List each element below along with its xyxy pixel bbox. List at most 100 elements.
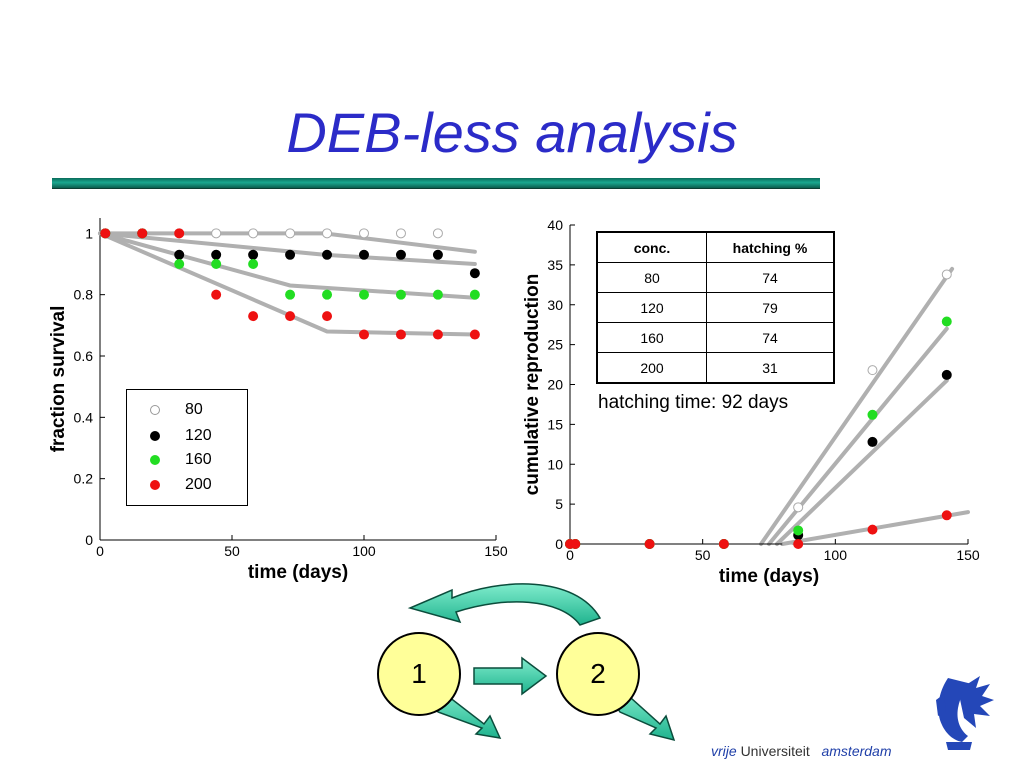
data-point-200 [644, 539, 655, 549]
y-tick-label: 0.4 [74, 409, 94, 425]
data-point-160 [285, 289, 296, 300]
table-row: 80 74 [596, 262, 835, 293]
node-2: 2 [556, 632, 640, 716]
data-point-80 [867, 365, 878, 376]
table-cell: 74 [706, 262, 835, 293]
data-point-80 [211, 228, 222, 239]
footer-amsterdam: amsterdam [821, 743, 892, 759]
x-tick-label: 0 [566, 547, 574, 563]
data-point-120 [867, 436, 878, 447]
red-dot-icon [150, 480, 160, 490]
data-point-200 [941, 510, 952, 521]
y-tick-label: 0.8 [74, 287, 94, 303]
table-header-row: conc. hatching % [596, 231, 835, 263]
data-point-160 [322, 289, 333, 300]
legend-label: 200 [185, 476, 212, 493]
right-arrow-icon [473, 656, 548, 696]
table-cell: 74 [706, 322, 835, 353]
x-axis-title: time (days) [248, 562, 348, 583]
legend-item-160: 160 [127, 449, 247, 473]
table-row: 200 31 [596, 352, 835, 384]
x-tick-label: 150 [484, 543, 508, 559]
data-point-80 [793, 502, 804, 513]
y-tick-label: 0.6 [74, 348, 94, 364]
y-tick-label: 1 [85, 225, 93, 241]
data-point-120 [359, 249, 369, 260]
x-tick-label: 150 [956, 547, 980, 563]
data-point-80 [285, 228, 296, 239]
data-point-200 [359, 329, 369, 340]
green-dot-icon [150, 455, 160, 465]
table-row: 120 79 [596, 292, 835, 323]
data-point-120 [432, 249, 443, 260]
data-point-160 [211, 259, 222, 269]
data-point-80 [432, 228, 443, 239]
x-tick-label: 50 [695, 547, 711, 563]
data-point-120 [395, 249, 406, 260]
data-point-120 [941, 369, 952, 380]
y-axis-title: cumulative reproduction [522, 274, 543, 496]
data-point-160 [867, 409, 878, 420]
data-point-120 [322, 249, 333, 260]
y-tick-label: 35 [547, 257, 563, 273]
data-point-200 [570, 539, 581, 549]
white-dot-icon [150, 405, 160, 415]
y-tick-label: 0 [85, 532, 93, 548]
curved-back-arrow-icon [407, 583, 602, 626]
y-tick-label: 10 [547, 456, 563, 472]
data-point-160 [941, 316, 952, 327]
data-point-200 [867, 524, 878, 535]
y-tick-label: 0 [555, 536, 563, 552]
survival-legend: 80 120 160 200 [126, 389, 248, 506]
legend-label: 160 [185, 451, 212, 468]
footer-vrije: vrije [711, 743, 737, 759]
legend-item-200: 200 [127, 474, 247, 498]
y-tick-label: 25 [547, 337, 563, 353]
fit-line [98, 231, 477, 300]
data-point-160 [248, 259, 259, 269]
y-tick-label: 30 [547, 297, 563, 313]
data-point-160 [469, 289, 480, 300]
table-cell: 80 [596, 262, 707, 293]
data-point-80 [322, 228, 333, 239]
black-dot-icon [150, 431, 160, 441]
data-point-80 [359, 228, 369, 239]
slide-title: DEB-less analysis [286, 101, 738, 164]
hatching-table: conc. hatching % 80 74 120 79 160 74 200… [596, 231, 835, 384]
data-point-80 [248, 228, 259, 239]
data-point-80 [395, 228, 406, 239]
legend-label: 80 [185, 401, 203, 418]
data-point-200 [432, 329, 443, 340]
y-tick-label: 15 [547, 416, 563, 432]
data-point-200 [718, 539, 729, 549]
table-header: conc. [596, 231, 707, 263]
x-tick-label: 50 [224, 543, 240, 559]
data-point-200 [469, 329, 480, 340]
table-row: 160 74 [596, 322, 835, 353]
data-point-200 [322, 311, 333, 322]
node-1: 1 [377, 632, 461, 716]
data-point-200 [285, 311, 296, 322]
y-tick-label: 20 [547, 377, 563, 393]
legend-item-120: 120 [127, 425, 247, 449]
y-tick-label: 40 [547, 217, 563, 233]
hatching-time-note: hatching time: 92 days [598, 392, 789, 413]
x-axis-title: time (days) [719, 566, 819, 587]
data-point-200 [793, 539, 804, 549]
data-point-200 [137, 228, 148, 239]
table-cell: 31 [706, 352, 835, 384]
data-point-160 [174, 259, 185, 269]
data-point-200 [248, 311, 259, 322]
y-tick-label: 5 [555, 496, 563, 512]
title-underline [52, 178, 820, 189]
griffin-logo-icon [936, 676, 994, 750]
data-point-120 [285, 249, 296, 260]
y-axis-title: fraction survival [48, 306, 69, 453]
fit-line [774, 378, 949, 546]
data-point-200 [100, 228, 111, 239]
data-point-160 [359, 289, 369, 300]
fit-line [759, 266, 955, 546]
